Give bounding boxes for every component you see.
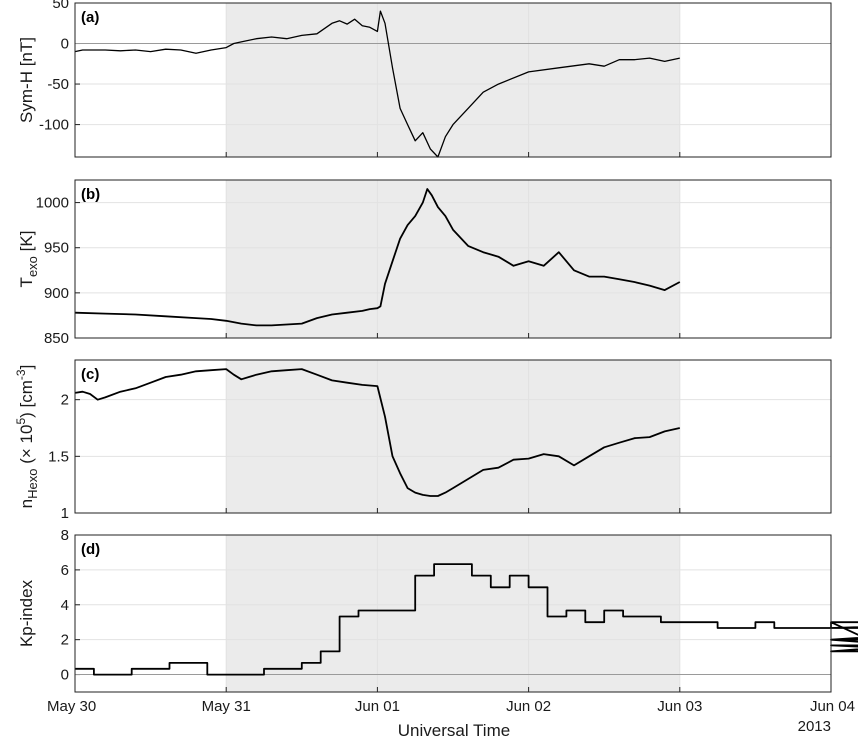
x-tick-label: Jun 04: [810, 698, 855, 715]
y-tick-label: 900: [44, 285, 69, 302]
x-tick-label: May 31: [202, 698, 251, 715]
series-line: [74, 368, 680, 497]
y-tick-label: 1.5: [48, 448, 69, 465]
panel-label: (d): [81, 541, 100, 558]
plot-frame: [74, 534, 832, 693]
y-tick-label: 2: [61, 392, 69, 409]
y-tick-label: 8: [61, 527, 69, 544]
y-tick-label: 50: [52, 0, 69, 12]
shaded-interval: [226, 3, 680, 157]
y-axis-label: nHexo (× 105) [cm-3]: [14, 365, 40, 509]
y-tick-label: 950: [44, 240, 69, 257]
series-line: [74, 188, 681, 327]
x-tick-label: Jun 03: [657, 698, 702, 715]
panel-d: 8 6 4 2 0 (d) Kp-index: [17, 527, 858, 693]
y-tick-label: 1000: [36, 195, 69, 212]
y-tick-label: 2: [61, 632, 69, 649]
panel-label: (c): [81, 366, 99, 383]
series-line: [75, 563, 858, 676]
x-axis-tick-labels: May 30 May 31 Jun 01 Jun 02 Jun 03 Jun 04: [47, 698, 855, 715]
x-tick-label: Jun 02: [506, 698, 551, 715]
y-axis-label: Kp-index: [17, 579, 36, 647]
shaded-interval: [226, 360, 680, 513]
panel-label: (a): [81, 9, 99, 26]
y-axis-label: Texo [K]: [17, 231, 40, 288]
y-tick-label: -50: [47, 76, 69, 93]
y-tick-label: 1: [61, 505, 69, 522]
series-line: [74, 10, 680, 158]
panel-b: 1000 950 900 850 (b) Texo [K]: [17, 179, 832, 347]
y-tick-label: -100: [39, 117, 69, 134]
y-tick-label: 0: [61, 667, 69, 684]
panel-a: 50 0 -50 -100 (a) Sym-H [nT]: [17, 0, 832, 158]
plot-frame: [74, 2, 832, 158]
panel-label: (b): [81, 186, 100, 203]
panel-c: 2 1.5 1 (c) nHexo (× 105) [cm-3]: [14, 359, 832, 522]
shaded-interval: [226, 180, 680, 338]
x-tick-label: May 30: [47, 698, 96, 715]
x-tick-label: Jun 01: [355, 698, 400, 715]
y-axis-label: Sym-H [nT]: [17, 37, 36, 123]
y-tick-label: 6: [61, 562, 69, 579]
year-label: 2013: [798, 718, 831, 735]
plot-frame: [74, 179, 832, 339]
y-tick-label: 4: [61, 597, 69, 614]
y-tick-label: 850: [44, 330, 69, 347]
x-axis-label: Universal Time: [398, 721, 510, 739]
panels: 50 0 -50 -100 (a) Sym-H [nT] 1000 950 900 850 (b) T…: [14, 0, 858, 693]
plot-frame: [74, 359, 832, 514]
y-tick-label: 0: [61, 36, 69, 53]
